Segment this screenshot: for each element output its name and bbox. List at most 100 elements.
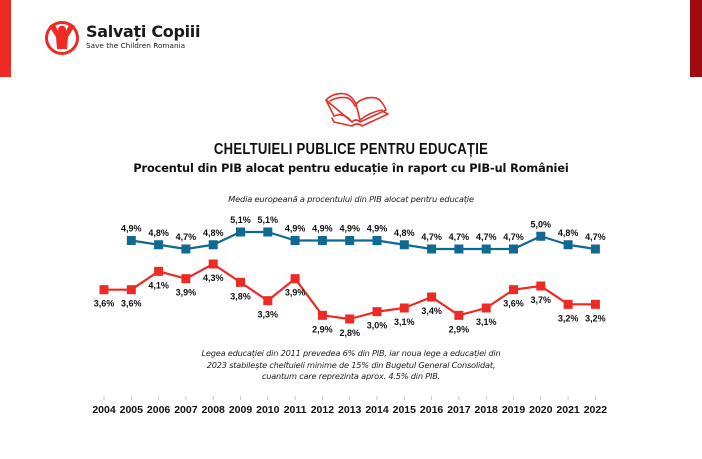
data-point xyxy=(399,240,409,250)
data-label: 4,7% xyxy=(503,232,524,242)
data-point xyxy=(126,285,136,295)
data-point xyxy=(590,299,600,309)
x-tick-label: 2012 xyxy=(311,404,335,416)
data-point xyxy=(181,244,191,254)
x-tick-label: 2020 xyxy=(529,404,553,416)
data-label: 4,9% xyxy=(339,224,360,234)
data-point xyxy=(126,236,136,245)
data-label: 3,6% xyxy=(503,299,524,309)
data-label: 2,9% xyxy=(449,324,470,334)
data-label: 3,7% xyxy=(531,295,552,305)
series-line xyxy=(131,230,596,251)
x-tick-label: 2018 xyxy=(475,404,499,416)
x-tick-label: 2010 xyxy=(256,404,280,416)
x-tick-label: 2021 xyxy=(556,404,580,416)
data-label: 4,7% xyxy=(176,232,197,242)
data-label: 5,1% xyxy=(258,215,279,225)
data-label: 4,8% xyxy=(394,228,415,238)
data-label: 3,8% xyxy=(230,291,251,301)
data-point xyxy=(563,299,573,309)
x-tick-label: 2008 xyxy=(202,404,226,416)
data-point xyxy=(536,281,546,291)
child-raised-arms-icon xyxy=(45,21,79,55)
x-tick-label: 2019 xyxy=(502,404,526,416)
data-point xyxy=(263,227,273,237)
x-tick-label: 2006 xyxy=(147,404,171,416)
data-label: 2,9% xyxy=(312,324,333,334)
data-point xyxy=(181,274,191,284)
data-point xyxy=(536,231,546,241)
data-label: 4,7% xyxy=(476,232,497,242)
x-tick-label: 2022 xyxy=(584,404,608,416)
data-label: 3,1% xyxy=(476,317,497,327)
x-tick-label: 2016 xyxy=(420,404,444,416)
data-point xyxy=(290,236,300,245)
x-tick-label: 2011 xyxy=(284,404,307,416)
data-point xyxy=(509,285,518,295)
data-label: 3,2% xyxy=(585,313,606,323)
data-point xyxy=(345,314,355,324)
data-point xyxy=(454,310,464,320)
data-label: 3,9% xyxy=(176,288,197,298)
data-point xyxy=(372,307,382,317)
x-axis: 2004 2005 2006 2007 2008 2009 2010 2011 2012 2013… xyxy=(92,396,607,416)
data-point xyxy=(263,296,273,306)
x-tick-label: 2017 xyxy=(447,404,471,416)
data-label: 3,0% xyxy=(367,321,388,331)
data-label: 4,7% xyxy=(449,232,470,242)
data-label: 5,0% xyxy=(531,219,552,229)
data-point xyxy=(317,236,327,245)
data-label: 4,7% xyxy=(585,232,606,242)
data-label: 4,8% xyxy=(203,228,224,238)
data-point xyxy=(427,292,437,302)
x-tick-label: 2015 xyxy=(393,404,417,416)
chart-title: CHELTUIELI PUBLICE PENTRU EDUCAȚIE xyxy=(213,141,489,158)
series-1: 3,6% 3,6% 4,1% 3,9% 4,3% 3,8% 3,3% 3,9% 2,9% 2,8%… xyxy=(94,259,606,338)
right-accent-bar xyxy=(690,0,702,77)
data-point xyxy=(208,240,218,250)
data-label: 3,3% xyxy=(258,310,279,320)
open-book-icon xyxy=(325,92,389,127)
data-label: 4,1% xyxy=(148,280,169,290)
data-point xyxy=(208,259,218,269)
data-point xyxy=(427,244,437,254)
data-label: 4,8% xyxy=(558,228,579,238)
data-point xyxy=(236,277,245,287)
data-label: 4,9% xyxy=(312,224,333,234)
data-label: 3,6% xyxy=(121,299,142,309)
data-label: 4,9% xyxy=(367,224,388,234)
data-point xyxy=(481,303,491,313)
data-label: 5,1% xyxy=(230,215,251,225)
eu-average-caption: Media europeană a procentului din PIB al… xyxy=(228,194,474,204)
data-point xyxy=(236,227,245,237)
data-point xyxy=(399,303,409,313)
data-point xyxy=(99,285,109,295)
data-label: 4,8% xyxy=(148,228,169,238)
data-point xyxy=(317,310,327,320)
chart-subtitle: Procentul din PIB alocat pentru educație… xyxy=(133,162,569,175)
data-point xyxy=(345,236,355,245)
x-tick-label: 2009 xyxy=(229,404,253,416)
brand-name: Salvați Copiii xyxy=(86,22,201,41)
series-0: 4,9% 4,8% 4,7% 4,8% 5,1% 5,1% 4,9% 4,9% 4,9% 4,9%… xyxy=(121,215,606,254)
brand-logo: Salvați Copiii Save the Children Romania xyxy=(44,19,200,55)
legislation-note: Legea educației din 2011 prevedea 6% din… xyxy=(201,348,501,381)
data-label: 3,9% xyxy=(285,288,306,298)
x-tick-label: 2007 xyxy=(174,404,198,416)
series-layer: 4,9% 4,8% 4,7% 4,8% 5,1% 5,1% 4,9% 4,9% 4,9% 4,9%… xyxy=(94,215,606,338)
data-point xyxy=(154,240,164,250)
data-point xyxy=(481,244,491,254)
data-label: 4,9% xyxy=(121,224,142,234)
data-point xyxy=(454,244,464,254)
data-label: 3,6% xyxy=(94,299,115,309)
x-tick-label: 2014 xyxy=(365,404,389,416)
data-point xyxy=(372,236,382,245)
data-label: 4,3% xyxy=(203,273,224,283)
left-accent-bar xyxy=(0,0,11,77)
brand-tagline: Save the Children Romania xyxy=(86,41,186,50)
data-label: 4,9% xyxy=(285,224,306,234)
data-label: 3,4% xyxy=(421,306,442,316)
data-point xyxy=(590,244,600,254)
data-label: 3,2% xyxy=(558,313,579,323)
